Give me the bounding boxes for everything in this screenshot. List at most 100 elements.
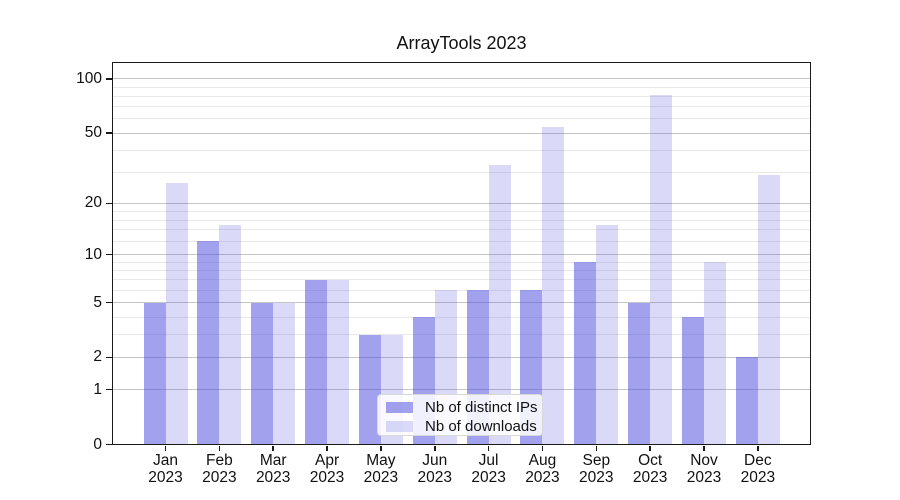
bar-ips-apr [305,279,328,445]
gridline-minor [112,149,811,151]
y-tick [106,356,112,359]
gridline-minor [112,106,811,108]
x-tick-label-month: Jan [153,451,178,469]
gridline-minor [112,316,811,318]
bar-downloads-jul [488,165,511,445]
x-tick [326,445,328,451]
gridline-minor [112,95,811,97]
gridline-minor [112,261,811,263]
x-tick-label: Jan 2023 [134,452,198,486]
bar-downloads-mar [273,302,296,445]
x-tick-label: Apr 2023 [295,452,359,486]
y-tick [106,132,112,134]
y-tick-label: 10 [84,245,102,263]
y-tick-label: 50 [84,124,102,142]
legend-entry: Nb of downloads [386,417,537,435]
bar-ips-feb [197,241,220,445]
bar-downloads-aug [542,127,565,445]
x-tick [541,445,544,451]
x-tick-label-month: Sep [582,451,611,469]
bar-downloads-jan [165,183,188,445]
x-tick-label-year: 2023 [255,468,291,486]
legend-label: Nb of distinct IPs [425,398,538,416]
gridline-major [112,78,811,80]
bar-ips-may [358,334,381,445]
x-tick [487,445,490,451]
y-tick [106,388,112,391]
x-tick [380,445,382,451]
gridline-minor [112,118,811,120]
gridline-minor [112,279,811,281]
y-tick-label: 0 [93,435,102,453]
x-tick [649,445,651,451]
x-tick-label: May 2023 [349,452,413,486]
gridline-minor [112,219,811,221]
x-tick-label-year: 2023 [417,468,452,486]
x-tick-label-year: 2023 [202,468,237,486]
x-tick [434,445,436,451]
x-tick [595,445,598,451]
x-tick-label-year: 2023 [309,468,345,486]
bar-ips-dec [735,357,758,445]
y-tick-label: 1 [93,380,102,398]
bar-downloads-oct [650,95,673,445]
legend-swatch [386,420,413,432]
legend-entry: Nb of distinct IPs [386,398,538,416]
legend: Nb of distinct IPs Nb of downloads [377,394,543,436]
x-tick-label-month: May [366,451,396,469]
bar-downloads-dec [757,175,780,445]
gridline-minor [112,269,811,271]
gridline-major [112,254,811,256]
x-tick-label-month: Feb [205,451,233,469]
bar-ips-oct [628,302,651,445]
gridline-minor [112,86,811,88]
gridline-major [112,132,811,134]
legend-swatch [386,401,413,413]
x-tick-label-month: Dec [744,451,772,469]
x-tick-label-year: 2023 [632,468,668,486]
x-tick [164,445,167,451]
legend-label: Nb of downloads [425,417,537,435]
gridline-minor [112,171,811,173]
chart-title: ArrayTools 2023 [396,33,527,53]
y-tick-label: 2 [93,348,102,366]
gridline-major [112,302,811,304]
bar-downloads-feb [219,224,242,445]
x-tick-label-year: 2023 [363,468,399,486]
x-tick [272,445,274,451]
bar-ips-sep [574,262,597,445]
y-tick [106,202,112,205]
x-tick-label-year: 2023 [148,468,183,486]
gridline-minor [112,289,811,291]
y-tick [106,253,112,256]
bar-ips-mar [251,302,274,445]
x-tick-label: Dec 2023 [726,452,790,486]
bar-downloads-sep [596,224,619,445]
x-tick-label: Sep 2023 [564,452,628,486]
y-tick [106,78,112,80]
x-tick-label-year: 2023 [740,468,776,486]
gridline-minor [112,229,811,231]
x-tick-label-month: Jun [422,451,448,469]
x-tick-label-year: 2023 [525,468,560,486]
bar-ips-jan [143,302,166,445]
gridline-minor [112,240,811,242]
bar-downloads-nov [704,262,726,445]
y-tick-label: 20 [84,194,102,212]
x-tick-label-month: Aug [528,451,557,469]
bar-ips-nov [682,317,704,445]
gridline-minor [112,210,811,212]
y-tick [106,301,112,304]
x-tick-label-month: Oct [638,451,663,469]
bar-downloads-apr [327,279,350,445]
y-tick-label: 100 [76,69,102,87]
x-tick-label: Jun 2023 [403,452,467,486]
gridline-major [112,356,811,358]
y-tick-label: 5 [93,293,102,311]
x-tick [703,445,705,451]
x-tick-label: Aug 2023 [510,452,574,486]
x-tick [218,445,221,451]
x-tick-label: Feb 2023 [187,452,251,486]
x-tick-label-month: Nov [690,451,718,469]
x-tick-label-year: 2023 [686,468,722,486]
